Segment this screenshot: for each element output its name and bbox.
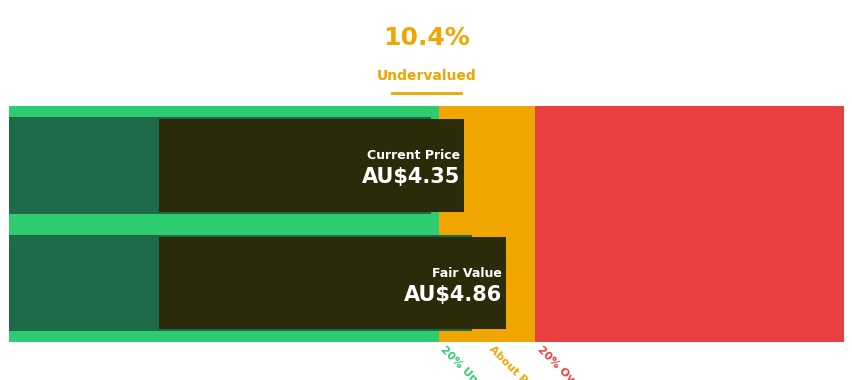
Text: 20% Undervalued: 20% Undervalued xyxy=(439,344,523,380)
Bar xyxy=(9,117,430,214)
Text: 10.4%: 10.4% xyxy=(383,26,469,50)
Bar xyxy=(9,235,472,331)
Bar xyxy=(158,119,463,212)
Bar xyxy=(158,237,505,329)
Text: Current Price: Current Price xyxy=(366,149,459,162)
Bar xyxy=(534,106,843,342)
Text: Undervalued: Undervalued xyxy=(377,69,475,83)
Text: AU$4.86: AU$4.86 xyxy=(403,285,501,304)
Bar xyxy=(439,106,534,342)
Text: 20% Overvalued: 20% Overvalued xyxy=(534,344,613,380)
Bar xyxy=(9,106,439,342)
Text: AU$4.35: AU$4.35 xyxy=(361,167,459,187)
Text: Fair Value: Fair Value xyxy=(431,267,501,280)
Text: About Right: About Right xyxy=(486,344,546,380)
